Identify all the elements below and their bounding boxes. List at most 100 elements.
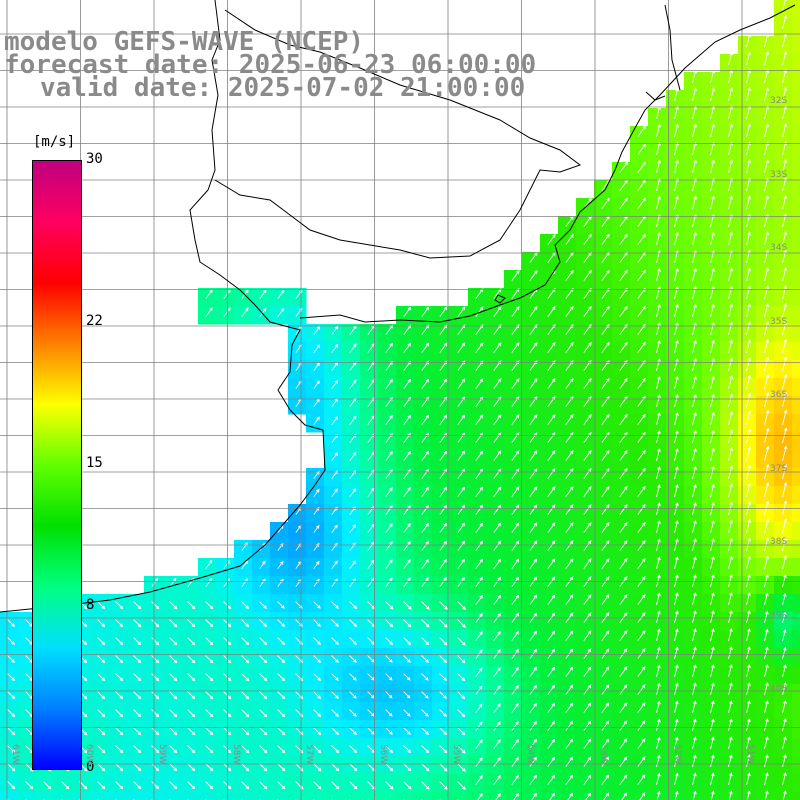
wind-arrow <box>169 781 177 789</box>
wind-arrow <box>403 379 411 389</box>
wind-arrow-head <box>298 307 303 312</box>
wind-arrow-head <box>407 731 411 735</box>
latitude-label: 34S <box>770 243 788 253</box>
wind-arrow <box>746 321 751 336</box>
wind-arrow <box>565 234 574 245</box>
wind-arrow-head <box>588 323 592 328</box>
wind-arrow-head <box>444 624 448 628</box>
wind-arrow <box>746 357 751 372</box>
wind-arrow <box>782 736 787 750</box>
wind-arrow-head <box>569 684 574 689</box>
wind-arrow-head <box>675 357 679 362</box>
wind-arrow <box>421 763 430 772</box>
wind-arrow <box>385 619 393 627</box>
wind-arrow <box>728 791 732 800</box>
wind-arrow-head <box>315 524 320 529</box>
wind-arrow-head <box>119 731 124 736</box>
wind-arrow <box>529 631 537 641</box>
wind-arrow-head <box>624 522 628 526</box>
wind-arrow-head <box>353 731 357 735</box>
wind-arrow <box>674 502 679 516</box>
wind-arrow <box>782 500 787 516</box>
wind-arrow-head <box>119 605 124 610</box>
wind-arrow-head <box>569 738 574 743</box>
wind-arrow-head <box>154 577 159 582</box>
wind-arrow-head <box>425 414 430 419</box>
wind-arrow <box>277 691 285 699</box>
wind-arrow <box>205 289 213 299</box>
wind-arrow-head <box>425 695 429 699</box>
wind-arrow <box>349 488 356 497</box>
wind-arrow-head <box>11 677 16 682</box>
wind-arrow <box>547 378 556 389</box>
forecast-date: forecast date: 2025-06-23 06:00:00 <box>4 50 537 80</box>
wind-arrow-head <box>371 451 375 456</box>
wind-arrow-head <box>569 414 574 418</box>
wind-arrow <box>529 378 538 389</box>
wind-speed-cell <box>792 306 800 325</box>
wind-arrow <box>295 507 302 515</box>
wind-arrow <box>764 754 768 768</box>
wind-arrow-head <box>407 414 411 419</box>
wind-arrow-head <box>281 767 286 772</box>
wind-speed-cell <box>108 792 127 800</box>
wind-arrow-head <box>137 605 142 610</box>
wind-arrow <box>385 577 393 587</box>
wind-arrow-head <box>765 427 770 432</box>
wind-arrow <box>764 232 769 246</box>
wind-arrow <box>385 637 393 645</box>
latitude-label: 35S <box>770 316 788 327</box>
wind-arrow <box>169 763 177 771</box>
wind-arrow-head <box>389 342 393 347</box>
wind-arrow <box>565 396 574 407</box>
wind-arrow <box>259 709 268 718</box>
wind-arrow <box>97 709 106 718</box>
wind-arrow <box>457 378 466 389</box>
wind-arrow <box>565 667 573 677</box>
wind-arrow <box>692 556 696 570</box>
wind-arrow-head <box>173 641 178 646</box>
wind-arrow <box>529 450 538 461</box>
wind-arrow-head <box>587 756 592 761</box>
longitude-label: 52W <box>671 744 682 765</box>
wind-arrow-head <box>209 307 213 312</box>
wind-arrow <box>547 594 556 605</box>
wind-arrow <box>547 649 555 659</box>
wind-arrow <box>295 525 302 533</box>
wind-arrow <box>457 541 465 551</box>
wind-arrow <box>205 601 214 610</box>
wind-arrow <box>295 781 304 790</box>
wind-arrow-head <box>765 518 770 523</box>
wind-arrow <box>728 556 733 570</box>
wind-arrow-head <box>783 754 787 759</box>
wind-speed-cell <box>792 324 800 343</box>
wind-arrow-head <box>425 713 429 717</box>
wind-arrow-head <box>533 414 538 419</box>
wind-arrow <box>782 556 787 570</box>
wind-arrow <box>637 414 646 425</box>
wind-arrow <box>601 504 610 515</box>
wind-arrow-head <box>642 486 646 490</box>
wind-arrow <box>349 781 358 790</box>
wind-arrow-head <box>569 702 574 707</box>
wind-arrow-head <box>479 414 484 419</box>
wind-arrow <box>313 709 321 717</box>
wind-arrow <box>565 450 574 461</box>
wind-arrow <box>764 791 768 800</box>
wind-arrow <box>728 719 732 732</box>
wind-arrow <box>295 745 304 754</box>
wind-arrow-head <box>675 574 679 579</box>
wind-arrow <box>61 781 70 790</box>
wind-arrow <box>565 252 574 263</box>
wind-arrow <box>583 721 591 731</box>
wind-arrow-head <box>765 195 769 200</box>
wind-arrow-head <box>497 685 501 690</box>
wind-arrow <box>313 362 320 371</box>
wind-arrow <box>529 504 538 515</box>
wind-arrow <box>637 756 646 767</box>
wind-arrow <box>728 304 733 318</box>
wind-arrow-head <box>497 306 502 311</box>
wind-arrow-head <box>765 664 769 669</box>
wind-arrow-head <box>263 731 268 736</box>
wind-arrow-head <box>389 414 393 419</box>
